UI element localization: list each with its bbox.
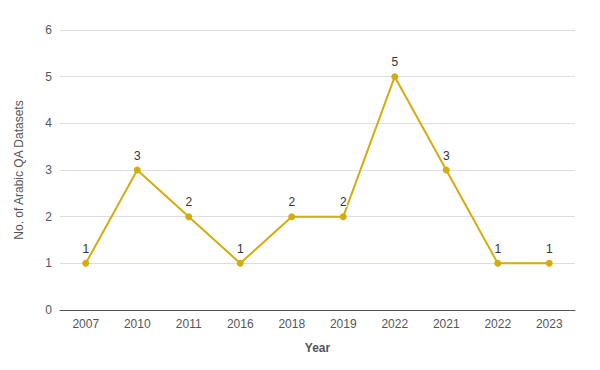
svg-text:2: 2 (288, 195, 295, 209)
svg-text:1: 1 (82, 242, 89, 256)
svg-text:2007: 2007 (72, 317, 99, 331)
svg-text:4: 4 (45, 116, 52, 130)
svg-text:5: 5 (391, 55, 398, 69)
svg-text:2019: 2019 (330, 317, 357, 331)
svg-text:2022: 2022 (484, 317, 511, 331)
svg-text:5: 5 (45, 70, 52, 84)
svg-text:0: 0 (45, 303, 52, 317)
svg-text:2: 2 (45, 210, 52, 224)
svg-text:Year: Year (305, 341, 331, 355)
svg-text:1: 1 (237, 242, 244, 256)
svg-text:1: 1 (45, 256, 52, 270)
svg-text:2021: 2021 (433, 317, 460, 331)
svg-text:2023: 2023 (536, 317, 563, 331)
svg-text:2022: 2022 (381, 317, 408, 331)
svg-text:1: 1 (546, 242, 553, 256)
svg-text:3: 3 (443, 149, 450, 163)
svg-text:2010: 2010 (124, 317, 151, 331)
svg-text:2: 2 (185, 195, 192, 209)
svg-text:6: 6 (45, 23, 52, 37)
svg-text:1: 1 (494, 242, 501, 256)
svg-text:2011: 2011 (176, 317, 202, 331)
svg-text:2: 2 (340, 195, 347, 209)
svg-text:3: 3 (45, 163, 52, 177)
svg-text:3: 3 (134, 149, 141, 163)
svg-text:2018: 2018 (278, 317, 305, 331)
svg-text:2016: 2016 (227, 317, 254, 331)
svg-text:No. of Arabic QA Datasets: No. of Arabic QA Datasets (12, 100, 26, 239)
